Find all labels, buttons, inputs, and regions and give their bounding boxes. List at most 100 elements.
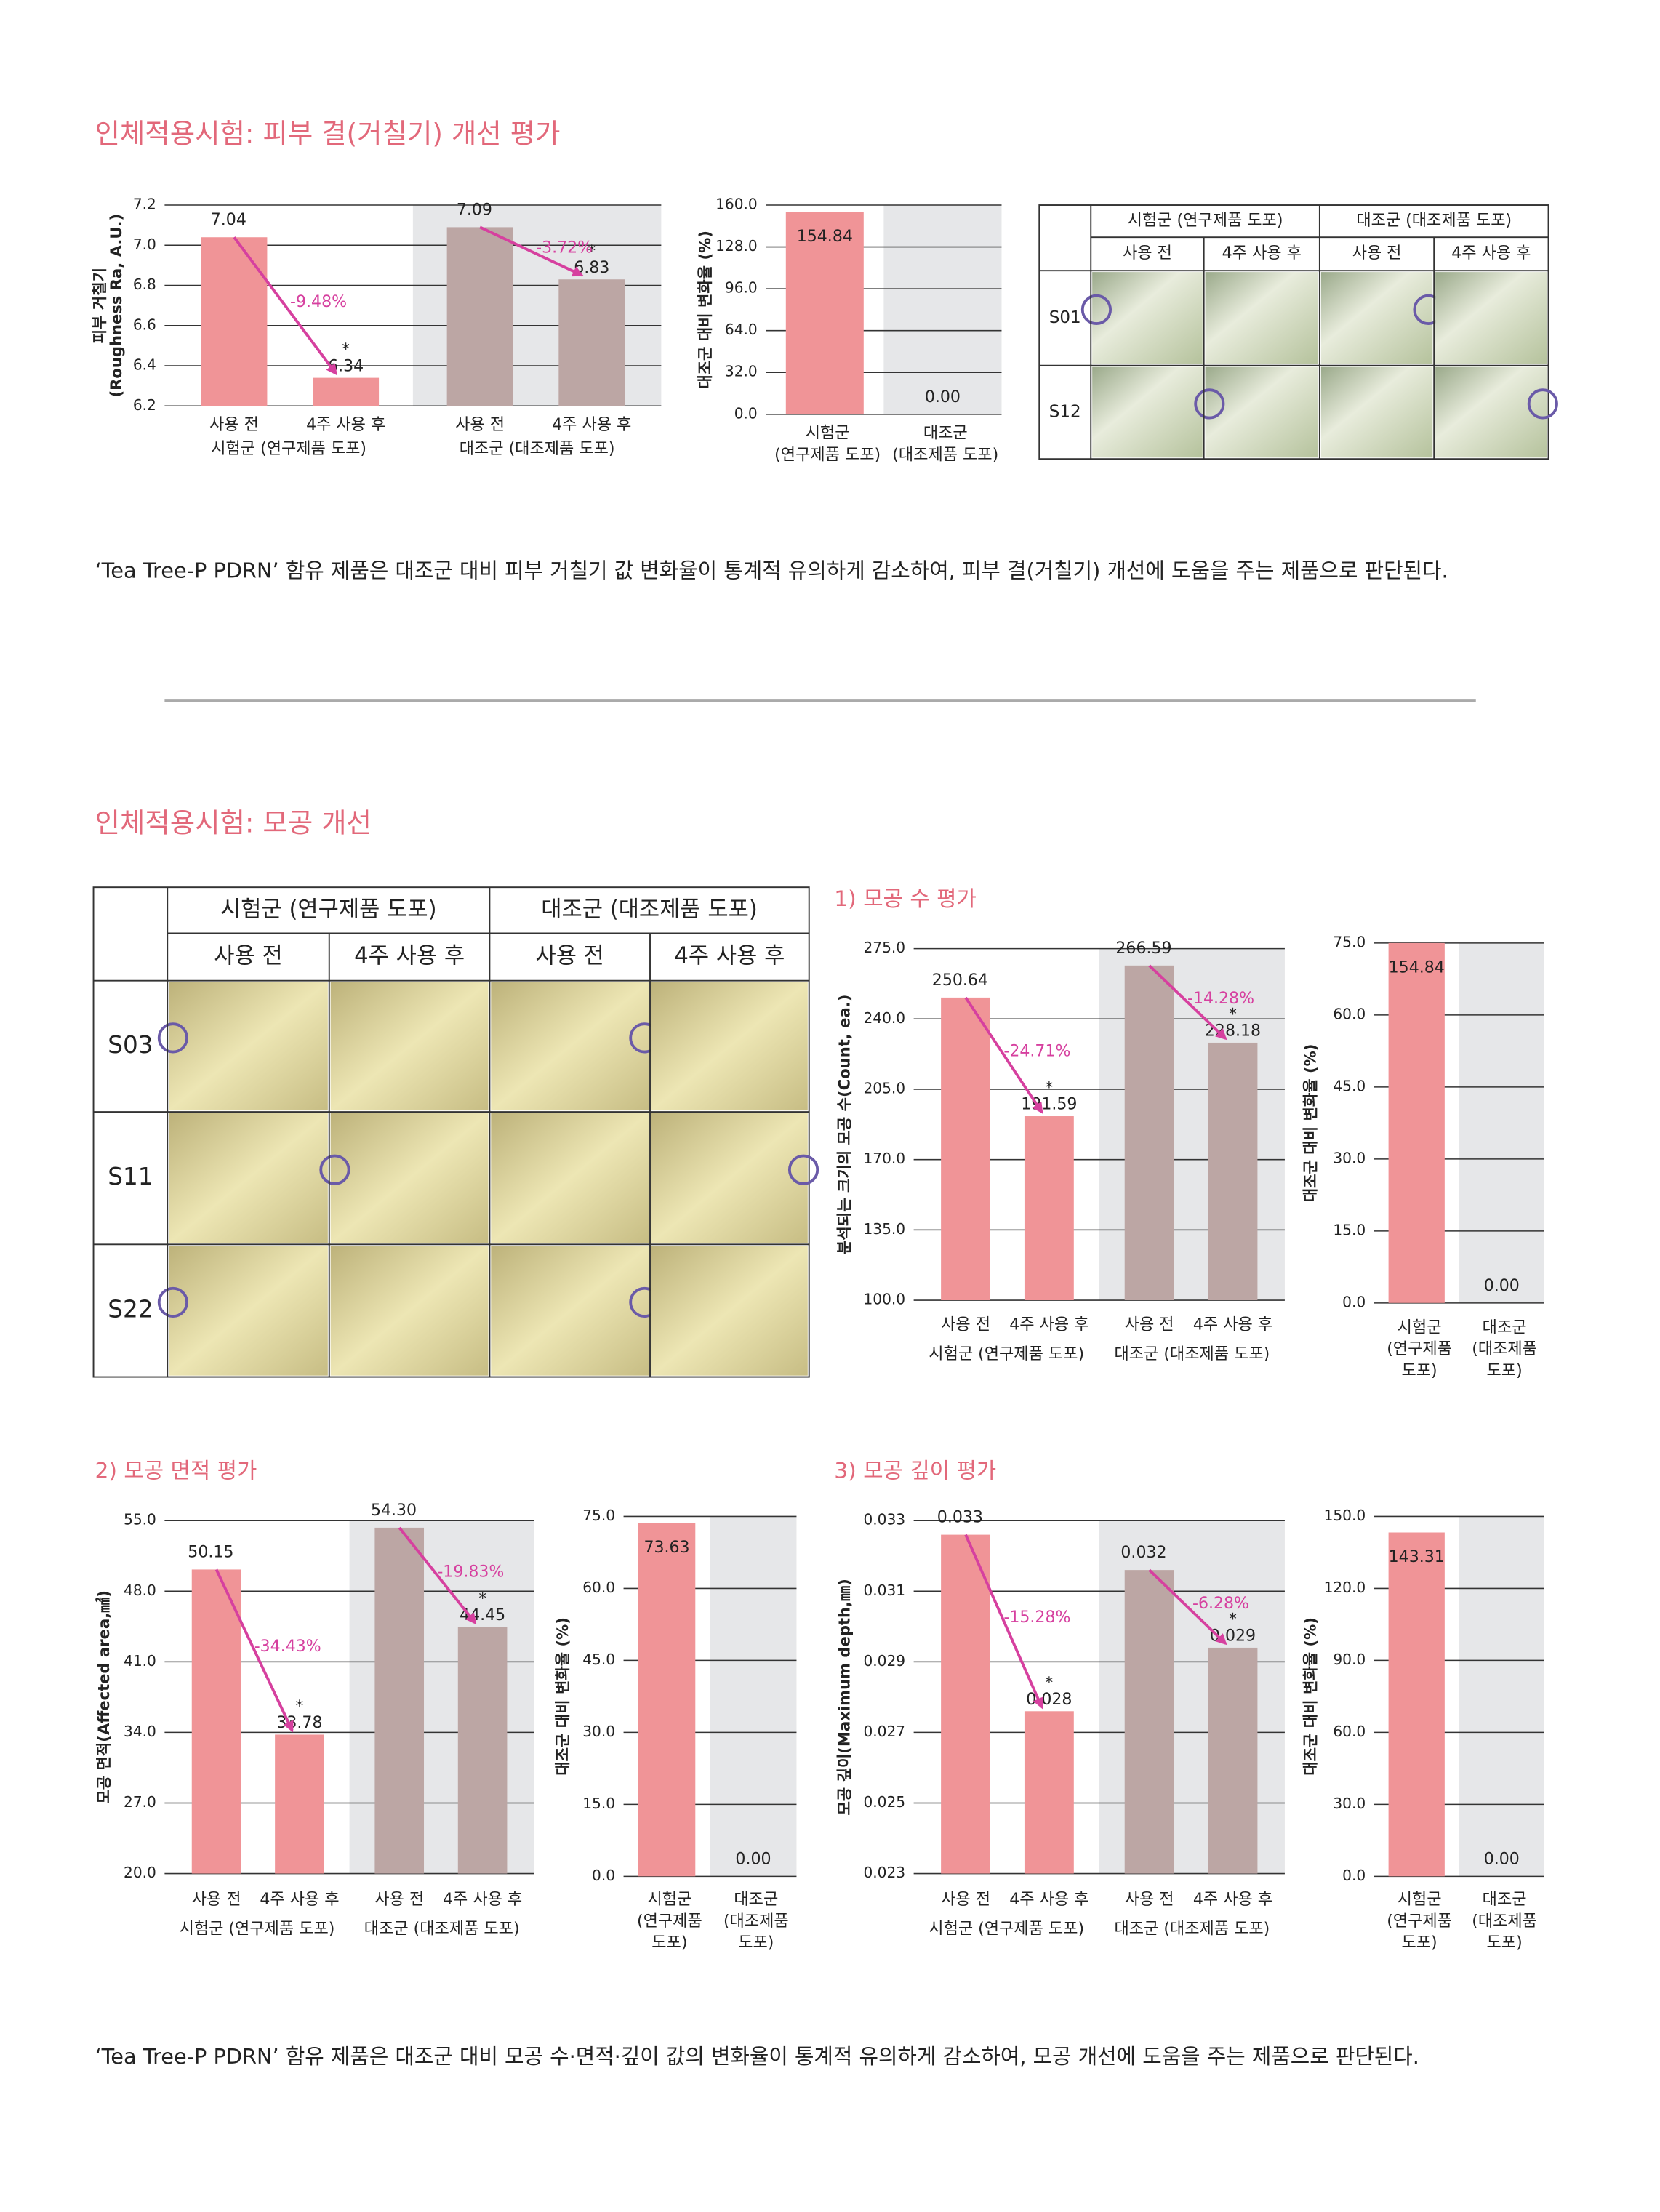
y-tick-label: 120.0 [1324, 1579, 1366, 1596]
x-tick-label: 4주 사용 후 [1009, 1316, 1088, 1334]
skin-image [491, 1246, 649, 1376]
change-arrow [1148, 964, 1227, 1041]
value-label: 0.028 [1026, 1691, 1072, 1709]
y-tick-label: 60.0 [582, 1579, 615, 1596]
value-label: 154.84 [1389, 958, 1445, 977]
change-arrow [479, 225, 584, 277]
group-header: 시험군 (연구제품 도포) [220, 897, 437, 922]
x-tick-label: 사용 전 [192, 1891, 241, 1909]
pore-marker [319, 1154, 350, 1185]
skin-image [169, 1113, 328, 1243]
bar [313, 377, 380, 406]
bar [1024, 1711, 1074, 1874]
bar [785, 212, 864, 414]
skin-image [330, 1246, 489, 1376]
value-label: 7.04 [211, 211, 246, 229]
skin-image [1205, 272, 1318, 364]
y-tick-label: 48.0 [124, 1582, 156, 1599]
y-tick-label: 90.0 [1333, 1651, 1366, 1668]
y-tick-label: 96.0 [725, 279, 758, 297]
x-tick-label: 도포) [1487, 1934, 1523, 1952]
control-shade [710, 1516, 797, 1877]
group-label: 대조군 (대조제품 도포) [1114, 1920, 1270, 1938]
x-tick-label: 대조군 [923, 425, 968, 443]
bar [1124, 965, 1174, 1301]
skin-image [651, 1246, 808, 1376]
change-label: -6.28% [1192, 1595, 1249, 1613]
x-tick-label: 4주 사용 후 [1009, 1891, 1088, 1909]
y-tick-label: 45.0 [582, 1651, 615, 1668]
value-label: 73.63 [643, 1539, 689, 1557]
x-tick-label: 대조군 [1483, 1891, 1527, 1909]
value-label: 266.59 [1115, 939, 1171, 958]
y-tick-label: 0.031 [863, 1582, 905, 1599]
bar [191, 1569, 241, 1874]
y-tick-label: 275.0 [863, 939, 905, 956]
section-heading: 인체적용시험: 모공 개선 [95, 806, 372, 838]
y-tick-label: 60.0 [1333, 1005, 1366, 1022]
x-tick-label: 시험군 [647, 1891, 691, 1909]
y-tick-label: 0.0 [734, 404, 758, 422]
value-label: 0.033 [937, 1509, 983, 1527]
x-tick-label: 도포) [738, 1934, 774, 1952]
y-tick-label: 170.0 [863, 1150, 905, 1167]
pore-marker [1527, 388, 1558, 420]
pore-marker [157, 1286, 188, 1318]
x-tick-label: 사용 전 [941, 1316, 990, 1334]
skin-image [1435, 366, 1547, 458]
y-tick-label: 7.2 [133, 196, 156, 213]
x-tick-label: 대조군 [734, 1891, 778, 1909]
y-axis-label: 대조군 대비 변화율 (%) [1301, 1617, 1319, 1776]
group-header: 시험군 (연구제품 도포) [1128, 212, 1283, 230]
y-tick-label: 205.0 [863, 1079, 905, 1097]
x-tick-label: 도포) [651, 1934, 687, 1952]
pore-marker [787, 1154, 819, 1185]
y-tick-label: 6.6 [133, 316, 156, 333]
significance-mark: * [1046, 1078, 1054, 1097]
significance-mark: * [296, 1696, 304, 1715]
change-label: -24.71% [1003, 1043, 1070, 1061]
x-tick-label: 4주 사용 후 [1193, 1316, 1272, 1334]
value-label: 250.64 [932, 971, 988, 990]
row-label: S03 [108, 1031, 153, 1059]
y-axis-label: (Roughness Ra, A.U.) [107, 214, 125, 398]
x-tick-label: 대조군 [1483, 1318, 1527, 1337]
bar [1208, 1042, 1258, 1301]
skin-image [1092, 272, 1203, 364]
bar [457, 1627, 508, 1874]
value-label: 33.78 [276, 1714, 322, 1732]
x-tick-label: (연구제품 도포) [774, 446, 881, 464]
x-tick-label: (연구제품 [1387, 1340, 1452, 1358]
sub-header: 4주 사용 후 [1222, 244, 1302, 263]
y-tick-label: 15.0 [582, 1795, 615, 1812]
y-tick-label: 32.0 [725, 363, 758, 380]
value-label: 143.31 [1389, 1548, 1445, 1566]
y-tick-label: 75.0 [582, 1507, 615, 1524]
x-tick-label: 4주 사용 후 [443, 1891, 522, 1909]
y-tick-label: 6.2 [133, 396, 156, 414]
value-label: 50.15 [188, 1543, 233, 1561]
x-tick-label: 시험군 [1398, 1891, 1442, 1909]
skin-image [491, 1113, 649, 1243]
skin-image [1320, 272, 1433, 364]
change-label: -3.72% [536, 239, 593, 257]
sub-header: 사용 전 [214, 944, 282, 969]
change-label: -14.28% [1187, 990, 1254, 1008]
change-arrow [214, 1568, 294, 1733]
change-arrow [1148, 1568, 1227, 1646]
y-tick-label: 135.0 [863, 1220, 905, 1238]
x-tick-label: (대조제품 도포) [892, 446, 998, 464]
y-tick-label: 128.0 [715, 237, 758, 255]
value-label: 0.00 [735, 1850, 771, 1868]
y-tick-label: 240.0 [863, 1009, 905, 1027]
y-tick-label: 0.0 [1342, 1867, 1366, 1884]
group-label: 시험군 (연구제품 도포) [929, 1920, 1084, 1938]
change-label: -9.48% [290, 293, 347, 311]
pore-marker [1194, 388, 1225, 420]
x-tick-label: 사용 전 [209, 416, 259, 434]
group-header: 대조군 (대조제품 도포) [541, 897, 758, 922]
skin-image [1320, 366, 1433, 458]
change-label: -15.28% [1003, 1608, 1070, 1627]
note: ‘Tea Tree-P PDRN’ 함유 제품은 대조군 대비 모공 수·면적·… [95, 2044, 1419, 2069]
x-tick-label: 사용 전 [1125, 1891, 1174, 1909]
